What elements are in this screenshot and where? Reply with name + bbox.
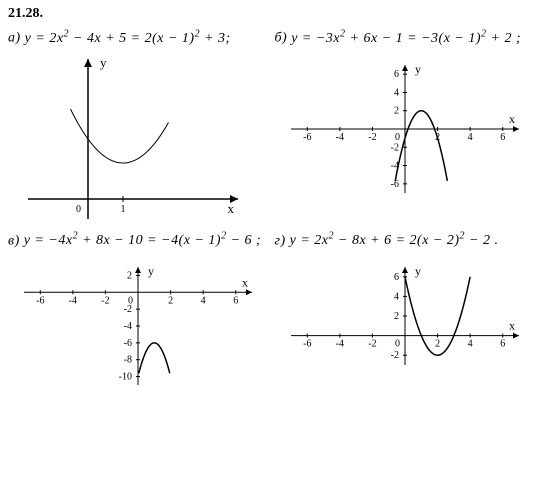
svg-text:4: 4 — [201, 296, 206, 307]
svg-text:4: 4 — [394, 87, 399, 98]
problem-number: 21.28. — [8, 6, 541, 22]
svg-text:-6: -6 — [36, 296, 44, 307]
svg-text:0: 0 — [128, 296, 133, 307]
svg-text:-10: -10 — [119, 372, 132, 383]
svg-text:-4: -4 — [335, 132, 343, 143]
svg-text:x: x — [509, 112, 515, 126]
svg-text:4: 4 — [394, 292, 399, 303]
svg-text:6: 6 — [500, 339, 505, 350]
svg-text:2: 2 — [394, 105, 399, 116]
svg-text:x: x — [228, 201, 235, 216]
graph-a: 0 1 x y — [8, 49, 275, 229]
equation-row-2: в) y = −4x2 + 8x − 10 = −4(x − 1)2 − 6 ;… — [8, 229, 541, 252]
svg-text:4: 4 — [467, 132, 472, 143]
svg-text:0: 0 — [395, 132, 400, 143]
svg-text:x: x — [509, 319, 515, 333]
svg-text:6: 6 — [233, 296, 238, 307]
part-label-a: a) — [8, 31, 21, 46]
equation-text-v: y = −4x2 + 8x − 10 = −4(x − 1)2 − 6 ; — [24, 233, 261, 248]
graph-row-1: 01xy -6-4-2246-6-4-22460xy — [8, 49, 541, 229]
equation-g: г) y = 2x2 − 8x + 6 = 2(x − 2)2 − 2 . — [275, 229, 542, 252]
svg-text:-4: -4 — [69, 296, 77, 307]
svg-text:-2: -2 — [368, 132, 376, 143]
svg-text:6: 6 — [394, 69, 399, 80]
svg-text:-4: -4 — [124, 321, 132, 332]
graph-row-2: -6 -4 -2 2 4 6 -10 -8 -6 -4 -2 2 0 x y -6 -4 -2 2 4 6 -2 2 4 6 0… — [8, 251, 541, 401]
equation-text-a: y = 2x2 − 4x + 5 = 2(x − 1)2 + 3; — [25, 31, 231, 46]
equation-a: a) y = 2x2 − 4x + 5 = 2(x − 1)2 + 3; — [8, 26, 275, 49]
graph-g: -6 -4 -2 2 4 6 -2 2 4 6 0 x y — [275, 251, 542, 401]
svg-text:-2: -2 — [390, 142, 398, 153]
svg-text:2: 2 — [435, 339, 440, 350]
svg-text:-4: -4 — [335, 339, 343, 350]
svg-text:y: y — [415, 62, 421, 76]
svg-text:2: 2 — [168, 296, 173, 307]
svg-text:0: 0 — [395, 339, 400, 350]
svg-text:-8: -8 — [124, 355, 132, 366]
equation-v: в) y = −4x2 + 8x − 10 = −4(x − 1)2 − 6 ; — [8, 229, 275, 252]
part-label-g: г) — [275, 233, 286, 248]
svg-text:-2: -2 — [101, 296, 109, 307]
equation-b: б) y = −3x2 + 6x − 1 = −3(x − 1)2 + 2 ; — [275, 26, 542, 49]
svg-text:2: 2 — [127, 271, 132, 282]
svg-text:y: y — [415, 264, 421, 278]
equation-text-g: y = 2x2 − 8x + 6 = 2(x − 2)2 − 2 . — [290, 233, 499, 248]
svg-text:x: x — [242, 276, 248, 290]
svg-text:-6: -6 — [303, 339, 311, 350]
part-label-v: в) — [8, 233, 20, 248]
svg-text:-2: -2 — [390, 351, 398, 362]
svg-text:4: 4 — [467, 339, 472, 350]
svg-text:y: y — [100, 55, 107, 70]
svg-text:1: 1 — [121, 204, 126, 215]
svg-text:2: 2 — [394, 311, 399, 322]
equation-row-1: a) y = 2x2 − 4x + 5 = 2(x − 1)2 + 3; б) … — [8, 26, 541, 49]
svg-text:-6: -6 — [124, 338, 132, 349]
svg-text:0: 0 — [76, 204, 81, 215]
graph-b: -6-4-2246-6-4-22460xy — [275, 49, 542, 229]
svg-text:-2: -2 — [368, 339, 376, 350]
equation-text-b: y = −3x2 + 6x − 1 = −3(x − 1)2 + 2 ; — [291, 31, 521, 46]
svg-text:y: y — [148, 264, 154, 278]
graph-v: -6-4-2246-10-8-6-4-220xy — [8, 251, 275, 401]
svg-text:6: 6 — [500, 132, 505, 143]
part-label-b: б) — [275, 31, 288, 46]
svg-text:6: 6 — [394, 272, 399, 283]
svg-text:-6: -6 — [303, 132, 311, 143]
